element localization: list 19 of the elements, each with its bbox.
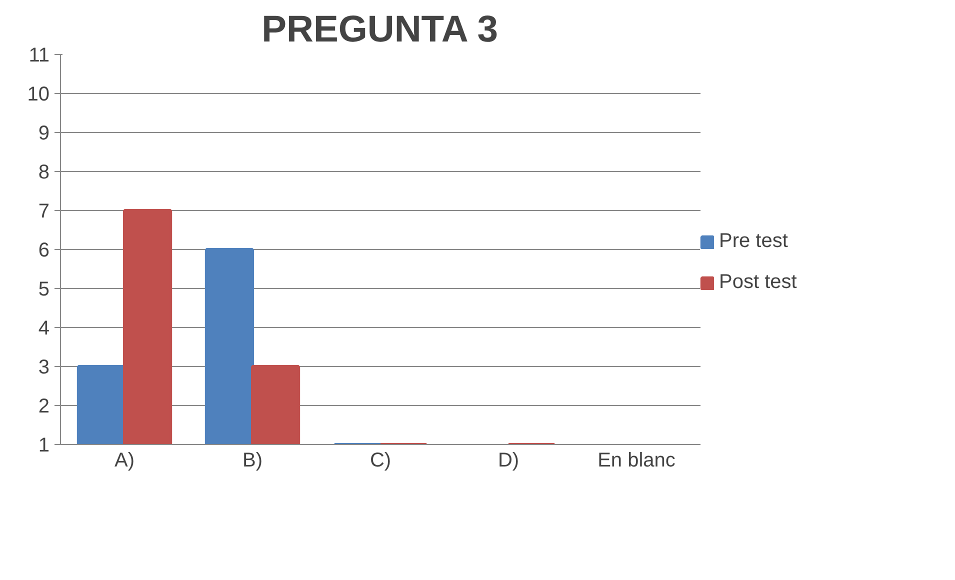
y-tick-label: 4 (38, 318, 50, 340)
y-tick-label: 9 (38, 122, 50, 144)
y-tick-label: 1 (38, 434, 50, 456)
x-tick-label: C) (370, 450, 392, 472)
y-tick-label: 6 (38, 240, 50, 262)
y-tick-label: 3 (38, 356, 50, 378)
y-tick-label: 2 (38, 396, 50, 418)
y-tick-label: 11 (28, 44, 50, 66)
y-tick-label: 7 (38, 200, 50, 222)
x-tick-label: D) (498, 450, 520, 472)
x-tick-label: En blanc (598, 450, 676, 472)
y-tick-label: 5 (38, 278, 50, 300)
y-tick-label: 8 (38, 162, 50, 184)
legend-label: Pre test (719, 230, 788, 253)
x-tick-label: B) (242, 450, 262, 472)
x-tick-label: A) (114, 450, 134, 472)
y-tick-label: 10 (27, 84, 50, 106)
legend-label: Post test (719, 271, 797, 294)
chart-title: PREGUNTA 3 (262, 8, 498, 50)
